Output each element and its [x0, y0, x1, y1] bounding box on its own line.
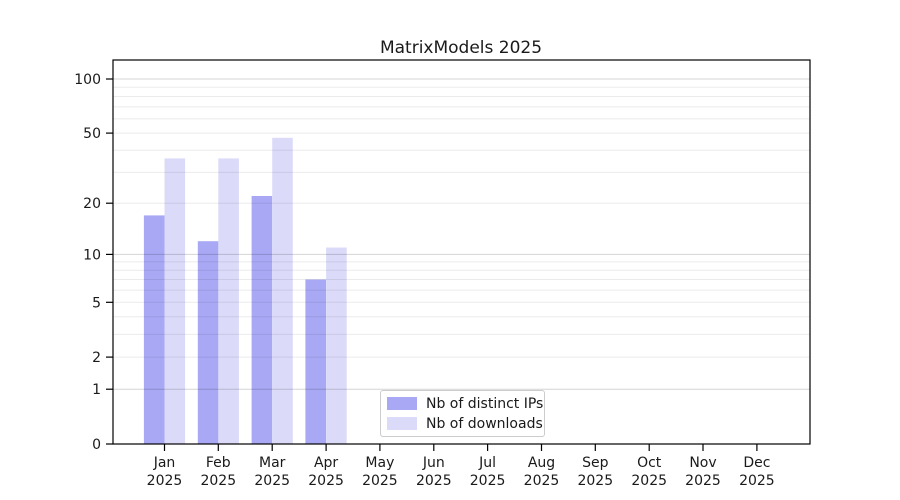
bar-downloads-jan	[164, 158, 186, 444]
bar-downloads-mar	[272, 137, 293, 445]
axes-layer	[106, 59, 811, 451]
legend-label-downloads: Nb of downloads	[426, 415, 543, 432]
x-tick-label: Feb 2025	[200, 455, 236, 489]
legend-swatch-downloads	[387, 417, 417, 430]
bar-distinct-ips-feb	[197, 241, 219, 444]
tick-labels-layer: 0 1 2 5 10 20 50 100 Jan 2025 Feb 2025 Mar 2025 Apr 202…	[74, 72, 774, 489]
y-tick-label: 2	[92, 350, 101, 366]
x-tick-label: Nov 2025	[685, 455, 721, 489]
grid-layer	[113, 78, 810, 390]
legend: Nb of distinct IPs Nb of downloads	[380, 390, 545, 437]
x-tick-label: Jan 2025	[147, 455, 183, 489]
x-tick-label: Aug 2025	[524, 455, 560, 489]
y-tick-label: 10	[83, 247, 101, 263]
x-tick-label: Jun 2025	[416, 455, 452, 489]
legend-swatch-distinct-ips	[387, 397, 417, 410]
x-tick-label: May 2025	[362, 455, 398, 489]
legend-label-distinct-ips: Nb of distinct IPs	[426, 395, 544, 412]
y-tick-label: 100	[74, 72, 101, 88]
bar-distinct-ips-mar	[251, 196, 273, 444]
x-tick-label: Jul 2025	[470, 455, 506, 489]
legend-item-distinct-ips: Nb of distinct IPs	[387, 396, 544, 412]
bar-downloads-apr	[326, 247, 347, 444]
y-tick-label: 20	[83, 196, 101, 212]
chart-title: MatrixModels 2025	[380, 38, 542, 58]
y-tick-label: 5	[92, 295, 101, 311]
x-tick-label: Sep 2025	[577, 455, 613, 489]
bars-layer	[143, 137, 347, 445]
x-tick-label: Dec 2025	[739, 455, 775, 489]
legend-item-downloads: Nb of downloads	[387, 416, 544, 432]
y-tick-label: 50	[83, 126, 101, 142]
x-tick-label: Mar 2025	[254, 455, 290, 489]
bar-distinct-ips-apr	[305, 279, 326, 444]
x-tick-label: Apr 2025	[308, 455, 344, 489]
x-tick-label: Oct 2025	[631, 455, 667, 489]
plot-frame	[112, 59, 811, 445]
y-tick-label: 0	[92, 437, 101, 453]
bar-downloads-feb	[218, 158, 239, 444]
y-tick-label: 1	[92, 382, 101, 398]
bar-distinct-ips-jan	[143, 215, 165, 444]
